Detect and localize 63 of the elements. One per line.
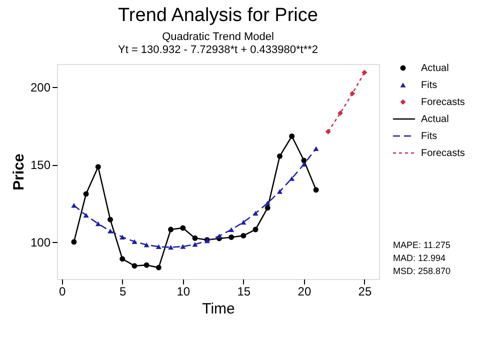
chart-subtitle: Quadratic Trend Model — [162, 31, 274, 43]
point — [277, 153, 282, 159]
y-tick-label: 100 — [30, 235, 51, 250]
text: Yt = 130.932 - 7.72938*t + 0.433980*t**2 — [118, 44, 318, 56]
point — [156, 244, 162, 250]
point — [168, 244, 174, 250]
point — [228, 227, 234, 232]
point — [252, 226, 258, 232]
point — [132, 239, 138, 244]
point — [301, 158, 307, 164]
point — [108, 216, 113, 222]
point — [95, 221, 101, 226]
point — [120, 234, 126, 240]
y-axis-title: Price — [10, 154, 28, 190]
x-tick-label: 25 — [358, 284, 372, 298]
point — [301, 162, 307, 167]
y-tick-label: 150 — [30, 158, 51, 172]
point — [71, 239, 77, 245]
point — [252, 210, 258, 216]
point — [83, 191, 89, 197]
point — [83, 212, 89, 218]
point — [120, 256, 126, 262]
point — [144, 262, 150, 268]
point — [289, 134, 295, 139]
point — [277, 189, 282, 194]
text: MSD: 258.870 — [393, 266, 451, 276]
point — [289, 176, 295, 181]
y-tick-label: 200 — [30, 80, 51, 95]
legend-label: Fits — [421, 131, 438, 142]
point — [95, 164, 101, 170]
point — [192, 235, 198, 241]
legend-label: Actual — [421, 114, 449, 125]
point — [216, 234, 222, 238]
point — [350, 90, 356, 96]
text: MAPE: 11.275 — [393, 240, 450, 250]
point — [132, 263, 138, 269]
x-tick-label: 20 — [298, 284, 312, 298]
point — [180, 244, 186, 249]
point — [240, 232, 246, 238]
point — [264, 205, 270, 211]
point — [338, 110, 343, 116]
text: Forecasts — [421, 148, 465, 159]
point — [325, 128, 331, 134]
text: MAD: 12.994 — [393, 253, 446, 263]
legend-label: Forecasts — [421, 97, 465, 108]
point — [313, 146, 319, 151]
text: Fits — [421, 80, 438, 91]
point — [180, 225, 186, 231]
point — [240, 220, 246, 225]
x-tick-label: 0 — [59, 284, 66, 298]
point — [362, 70, 368, 76]
chart-title: Trend Analysis for Price — [118, 5, 318, 26]
point — [168, 226, 174, 232]
point — [156, 264, 162, 270]
point — [144, 242, 150, 248]
point — [228, 234, 234, 240]
x-tick-label: 15 — [237, 284, 251, 298]
point — [108, 228, 113, 234]
point — [313, 187, 319, 193]
x-tick-label: 5 — [120, 284, 127, 298]
x-tick-label: 10 — [176, 284, 190, 298]
text: Actual — [421, 63, 449, 74]
x-axis-title: Time — [202, 300, 235, 318]
